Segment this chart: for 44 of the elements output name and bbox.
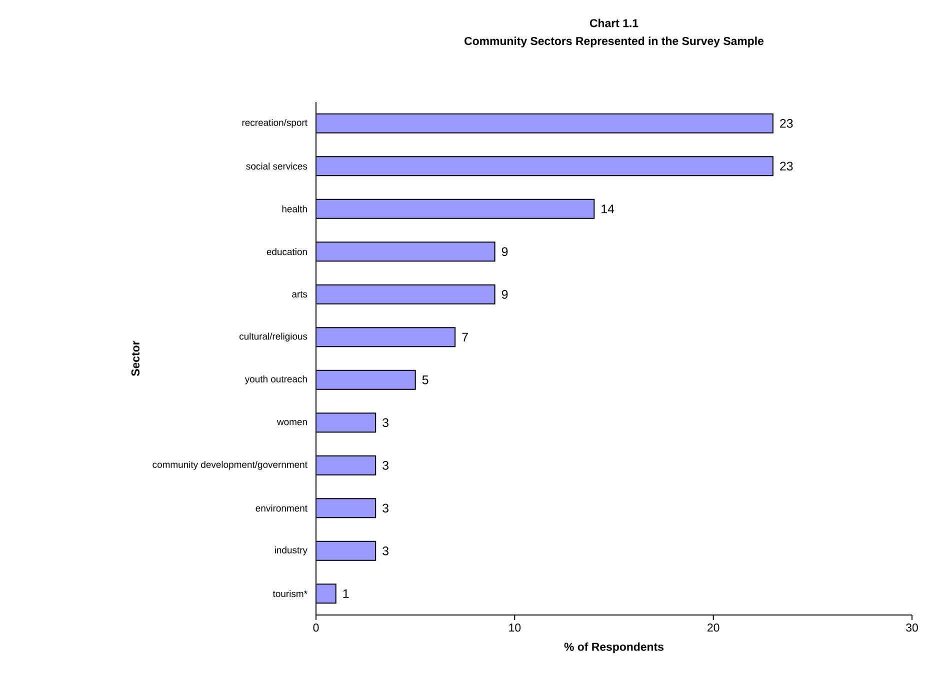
bar (316, 455, 376, 476)
bar (316, 156, 774, 176)
y-tick-label: arts (292, 291, 308, 298)
x-tick-label: 20 (708, 624, 720, 632)
data-label: 7 (462, 332, 468, 342)
bar (316, 584, 336, 604)
x-tick-label: 30 (906, 624, 918, 632)
data-label: 23 (780, 162, 793, 171)
bar (316, 498, 376, 518)
chart-subtitle: Community Sectors Represented in the Survey Sample (464, 36, 764, 48)
y-tick-label: cultural/religious (240, 332, 308, 342)
x-axis-title: % of Respondents (564, 642, 664, 654)
y-tick-label: education (266, 248, 307, 256)
y-tick-label: social services (246, 162, 308, 170)
x-tick-label: 0 (313, 624, 319, 632)
y-tick-label: environment (256, 504, 308, 512)
y-tick-label: health (282, 205, 307, 212)
data-label: 1 (343, 589, 349, 598)
y-axis-title: Sector (131, 340, 140, 376)
data-label: 9 (502, 247, 508, 256)
data-label: 5 (422, 376, 428, 384)
data-label: 14 (602, 204, 614, 214)
bar (316, 327, 456, 348)
data-label: 3 (382, 546, 388, 556)
y-tick-label: women (276, 420, 307, 426)
chart-title: Chart 1.1 (590, 18, 638, 28)
bar (316, 412, 376, 433)
bar (316, 370, 416, 390)
bar (316, 198, 595, 219)
y-tick-label: recreation/sport (242, 118, 308, 128)
x-tick-label: 10 (509, 624, 521, 632)
data-label: 23 (780, 118, 793, 128)
bar (316, 113, 774, 134)
data-label: 3 (382, 460, 388, 470)
y-tick-label: community development/government (152, 460, 308, 470)
data-label: 9 (502, 290, 508, 299)
y-tick-label: youth outreach (244, 375, 307, 384)
data-label: 3 (382, 418, 388, 428)
data-label: 3 (382, 504, 388, 513)
bar (316, 540, 376, 561)
bar (316, 242, 496, 262)
y-tick-label: tourism* (272, 590, 308, 598)
y-tick-label: industry (275, 546, 308, 556)
bar (316, 284, 496, 304)
